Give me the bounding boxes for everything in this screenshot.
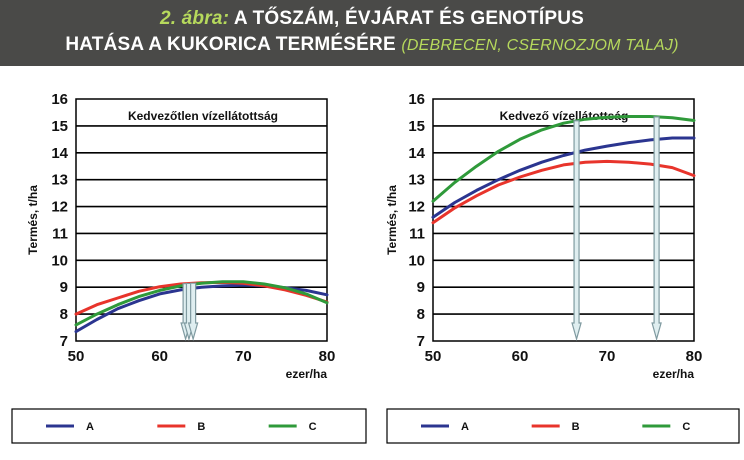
chart-right: 7 8 9 10 11 12 13 14 15 16 50 60 70 80 ezer/ha Termés, … <box>385 91 740 444</box>
series-line-c <box>431 115 696 203</box>
title-line-2: HATÁSA A KUKORICA TERMÉSÉRE (DEBRECEN, C… <box>0 34 744 56</box>
x-tick-label: 70 <box>235 348 252 365</box>
legend-label-c: C <box>309 421 317 433</box>
chart-title: Kedvezőtlen vízellátottság <box>128 109 278 123</box>
y-axis-label: Termés, t/ha <box>385 185 399 255</box>
title-text-1: A TŐSZÁM, ÉVJÁRAT ÉS GENOTÍPUS <box>233 8 585 29</box>
x-tick-label: 80 <box>686 348 703 365</box>
x-axis-label: ezer/ha <box>653 367 695 381</box>
y-tick-label: 8 <box>417 306 425 323</box>
y-tick-label: 14 <box>408 145 425 162</box>
series-line-b <box>431 159 696 225</box>
legend-label-c: C <box>682 421 690 433</box>
charts-area: 7 8 9 10 11 12 13 14 15 16 50 60 70 80 ezer/ha Termés, … <box>11 91 740 444</box>
figure-label: 2. ábra: <box>159 8 230 29</box>
y-tick-label: 13 <box>408 172 425 189</box>
y-tick-label: 10 <box>51 252 68 269</box>
x-tick-label: 50 <box>68 348 85 365</box>
x-tick-label: 60 <box>151 348 168 365</box>
legend-label-a: A <box>86 421 94 433</box>
y-tick-label: 12 <box>408 199 425 216</box>
y-tick-label: 15 <box>408 118 425 135</box>
legend-label-b: B <box>197 421 205 433</box>
x-tick-label: 60 <box>512 348 529 365</box>
y-tick-label: 16 <box>408 91 425 108</box>
legend-label-b: B <box>572 421 580 433</box>
title-suffix: (DEBRECEN, CSERNOZJOM TALAJ) <box>401 37 679 54</box>
x-tick-label: 50 <box>425 348 442 365</box>
series-line-c <box>74 280 329 327</box>
y-axis-label: Termés, t/ha <box>26 185 40 255</box>
y-tick-label: 9 <box>60 279 68 296</box>
y-tick-label: 15 <box>51 118 68 135</box>
x-axis-label: ezer/ha <box>286 367 328 381</box>
y-tick-label: 12 <box>51 199 68 216</box>
y-tick-label: 10 <box>408 252 425 269</box>
title-line-1: 2. ábra: A TŐSZÁM, ÉVJÁRAT ÉS GENOTÍPUS <box>0 8 744 30</box>
optimum-arrow <box>571 120 582 342</box>
y-tick-label: 9 <box>417 279 425 296</box>
y-tick-label: 13 <box>51 172 68 189</box>
title-text-2: HATÁSA A KUKORICA TERMÉSÉRE <box>65 34 396 55</box>
y-tick-label: 14 <box>51 145 68 162</box>
x-tick-label: 80 <box>319 348 336 365</box>
series-line-a <box>431 136 696 219</box>
chart-left: 7 8 9 10 11 12 13 14 15 16 50 60 70 80 ezer/ha Termés, … <box>11 91 367 444</box>
figure-header: 2. ábra: A TŐSZÁM, ÉVJÁRAT ÉS GENOTÍPUS … <box>0 0 744 66</box>
y-tick-label: 11 <box>409 225 425 242</box>
y-tick-label: 11 <box>52 225 68 242</box>
plot-frame <box>75 98 328 342</box>
x-tick-label: 70 <box>599 348 616 365</box>
y-tick-label: 16 <box>51 91 68 108</box>
legend-label-a: A <box>461 421 469 433</box>
y-tick-label: 7 <box>417 333 425 350</box>
optimum-arrow <box>651 116 662 342</box>
y-tick-label: 8 <box>60 306 68 323</box>
y-tick-label: 7 <box>60 333 68 350</box>
optimum-arrow <box>187 282 199 342</box>
